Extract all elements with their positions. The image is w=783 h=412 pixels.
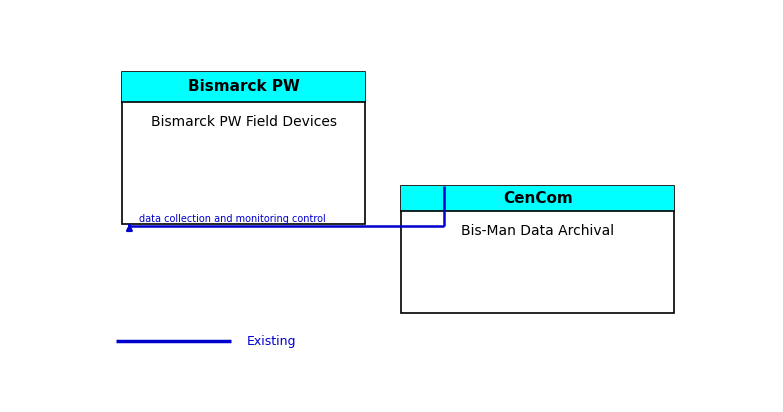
Bar <box>122 72 365 224</box>
Text: Bis-Man Data Archival: Bis-Man Data Archival <box>461 224 615 238</box>
Text: Existing: Existing <box>247 335 296 348</box>
Bar <box>402 186 674 211</box>
Text: Bismarck PW Field Devices: Bismarck PW Field Devices <box>150 115 337 129</box>
Text: Bismarck PW: Bismarck PW <box>188 80 299 94</box>
Text: data collection and monitoring control: data collection and monitoring control <box>139 214 325 224</box>
Bar <box>122 72 365 102</box>
Text: CenCom: CenCom <box>503 191 572 206</box>
Bar <box>402 186 674 313</box>
